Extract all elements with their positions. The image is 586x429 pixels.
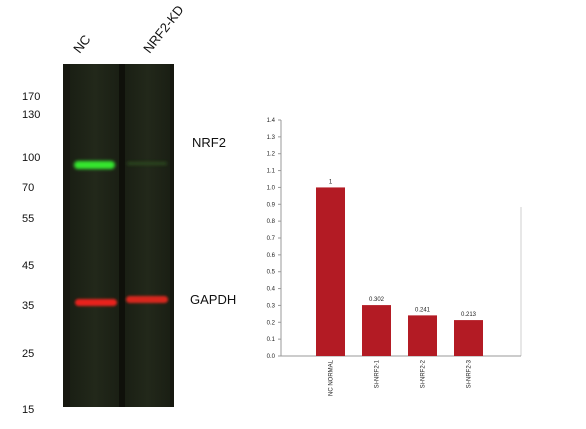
y-tick-label: 0.4 <box>267 287 276 293</box>
nrf2-band-lane-2 <box>127 162 167 165</box>
y-tick-label: 0.2 <box>267 320 276 326</box>
y-tick-label: 0.0 <box>267 354 276 360</box>
bar <box>454 320 483 356</box>
bar <box>316 187 345 356</box>
data-label: 1 <box>329 179 333 185</box>
marker-35: 35 <box>22 300 35 312</box>
y-tick-label: 1.1 <box>267 169 276 175</box>
data-label: 0.302 <box>369 297 385 303</box>
marker-100: 100 <box>22 152 41 164</box>
marker-170: 170 <box>22 91 41 103</box>
bar <box>362 305 391 356</box>
bars <box>316 187 483 356</box>
x-tick-labels: NC NORMAL Si-NRF2-1 Si-NRF2-2 Si-NRF2-3 <box>329 359 473 396</box>
y-tick-label: 0.9 <box>267 202 276 208</box>
lane-2-smear <box>125 64 170 407</box>
band-label-nrf2: NRF2 <box>192 135 226 150</box>
marker-70: 70 <box>22 182 35 194</box>
marker-130: 130 <box>22 109 41 121</box>
y-tick-label: 0.3 <box>267 303 276 309</box>
y-tick-label: 1.3 <box>267 135 276 141</box>
lane-separator <box>119 64 125 407</box>
marker-25: 25 <box>22 348 35 360</box>
data-label: 0.213 <box>461 312 477 318</box>
marker-45: 45 <box>22 260 35 272</box>
marker-55: 55 <box>22 213 35 225</box>
y-tick-label: 0.5 <box>267 270 276 276</box>
band-label-gapdh: GAPDH <box>190 292 237 307</box>
y-tick-label: 1.4 <box>267 118 276 124</box>
x-tick-label: Si-NRF2-2 <box>421 359 427 388</box>
x-tick-label: NC NORMAL <box>329 359 335 396</box>
y-ticks: 0.0 0.1 0.2 0.3 0.4 0.5 0.6 0.7 0.8 0.9 1.0 1.1 1.2 1… <box>267 118 281 360</box>
bar <box>408 315 437 356</box>
nrf2-band-lane-1 <box>74 161 115 169</box>
x-tick-label: Si-NRF2-1 <box>375 359 381 388</box>
y-tick-label: 0.8 <box>267 219 276 225</box>
y-tick-label: 0.1 <box>267 337 276 343</box>
data-labels: 1 0.302 0.241 0.213 <box>329 179 477 318</box>
x-tick-label: Si-NRF2-3 <box>467 359 473 388</box>
y-tick-label: 1.0 <box>267 185 276 191</box>
gapdh-band-lane-1 <box>75 299 117 306</box>
y-tick-label: 0.6 <box>267 253 276 259</box>
marker-15: 15 <box>22 404 35 416</box>
data-label: 0.241 <box>415 307 431 313</box>
y-tick-label: 0.7 <box>267 236 276 242</box>
y-tick-label: 1.2 <box>267 152 276 158</box>
lane-1-smear <box>70 64 120 407</box>
gapdh-band-lane-2 <box>126 296 168 303</box>
